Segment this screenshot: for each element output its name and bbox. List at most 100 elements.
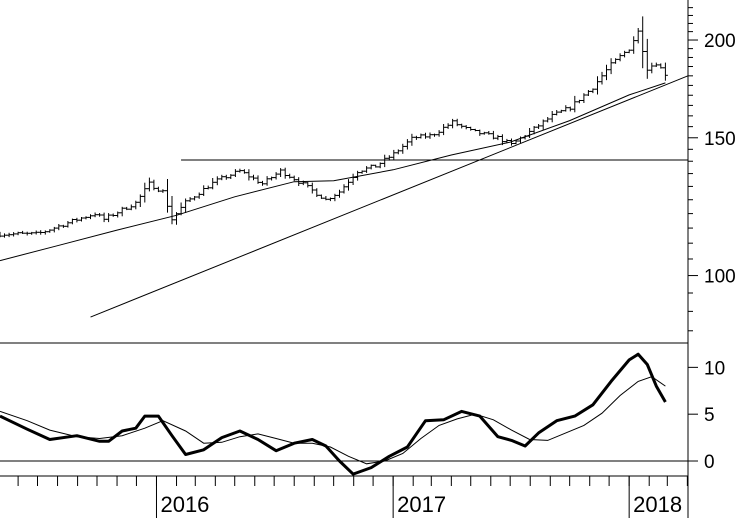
- ohlc-bar: [210, 178, 216, 190]
- ohlc-bar: [418, 133, 424, 139]
- ohlc-bar: [549, 111, 555, 123]
- ohlc-bar: [653, 62, 659, 67]
- ohlc-bar: [92, 212, 98, 218]
- x-year-label: 2018: [633, 492, 682, 517]
- ohlc-bar: [441, 124, 447, 136]
- oscillator-panel: [0, 342, 688, 477]
- ohlc-bar: [291, 175, 297, 182]
- price-y-ticks: 100 150 200: [688, 31, 736, 288]
- ohlc-bar: [128, 204, 134, 211]
- ohlc-bar: [115, 211, 121, 218]
- ohlc-bar: [273, 172, 279, 180]
- ohlc-bar: [495, 134, 501, 141]
- ohlc-bar: [337, 189, 342, 198]
- ohlc-bar: [377, 162, 383, 169]
- ohlc-bar: [599, 71, 605, 85]
- ohlc-bar: [314, 188, 320, 197]
- ohlc-bar: [142, 182, 148, 203]
- ohlc-bar: [165, 179, 170, 213]
- ohlc-bar: [400, 143, 406, 154]
- ohlc-bar: [350, 173, 356, 185]
- oscillator-y-ticks: 0 5 10: [688, 358, 725, 473]
- y-tick-label: 100: [704, 267, 736, 288]
- ohlc-bar: [554, 110, 560, 116]
- ohlc-bar: [146, 177, 152, 192]
- ohlc-bars: [0, 16, 668, 238]
- ohlc-bar: [423, 132, 428, 139]
- ohlc-bar: [255, 175, 261, 184]
- ohlc-bar: [490, 130, 496, 140]
- signal-line: [0, 376, 666, 465]
- ohlc-bar: [590, 88, 596, 94]
- ohlc-bar: [287, 173, 293, 179]
- ohlc-bar: [368, 164, 374, 170]
- ohlc-bar: [29, 231, 35, 235]
- ohlc-bar: [51, 226, 57, 233]
- ohlc-bar: [635, 28, 641, 44]
- ohlc-bar: [649, 62, 655, 74]
- ohlc-bar: [617, 53, 623, 62]
- osc-tick-label: 0: [704, 452, 715, 473]
- ohlc-bar: [83, 216, 89, 220]
- ohlc-bar: [409, 133, 415, 146]
- ohlc-bar: [450, 118, 456, 129]
- ohlc-bar: [305, 182, 311, 188]
- ohlc-bar: [323, 196, 329, 201]
- ohlc-bar: [219, 174, 225, 181]
- x-year-label: 2017: [397, 492, 446, 517]
- ohlc-bar: [373, 164, 379, 168]
- moving-average-line: [0, 82, 666, 262]
- ohlc-bar: [155, 186, 161, 193]
- ohlc-bar: [278, 168, 284, 177]
- ohlc-bar: [622, 50, 628, 58]
- ohlc-bar: [644, 38, 650, 79]
- ohlc-bar: [486, 131, 492, 135]
- ohlc-bar: [174, 212, 179, 225]
- ohlc-bar: [251, 174, 256, 181]
- ohlc-bar: [309, 182, 315, 194]
- ohlc-bar: [119, 206, 125, 217]
- ohlc-bar: [60, 224, 66, 228]
- ohlc-bar: [413, 135, 419, 140]
- ohlc-bar: [527, 128, 533, 138]
- ohlc-bar: [151, 179, 157, 191]
- ohlc-bar: [563, 105, 569, 112]
- ohlc-bar: [65, 221, 71, 228]
- ohlc-bar: [15, 231, 21, 236]
- ohlc-bar: [662, 62, 668, 81]
- ohlc-bar: [468, 126, 474, 131]
- ohlc-bar: [237, 168, 243, 173]
- ohlc-bar: [79, 217, 84, 222]
- ohlc-bar: [341, 184, 347, 194]
- x-axis: 2016 2017 2018: [17, 476, 688, 518]
- price-panel: [0, 16, 689, 318]
- ohlc-bar: [585, 90, 591, 96]
- ohlc-bar: [558, 109, 564, 113]
- ohlc-bar: [106, 213, 112, 223]
- ohlc-bar: [481, 131, 487, 135]
- ohlc-bar: [6, 232, 12, 238]
- ohlc-bar: [540, 119, 546, 130]
- ohlc-bar: [192, 196, 198, 201]
- ohlc-bar: [382, 154, 388, 168]
- ohlc-bar: [260, 180, 265, 186]
- ohlc-bar: [160, 189, 166, 193]
- ohlc-bar: [47, 229, 53, 233]
- ohlc-bar: [241, 169, 247, 174]
- ohlc-bar: [38, 230, 44, 235]
- osc-tick-label: 5: [704, 405, 715, 426]
- ohlc-bar: [576, 99, 582, 104]
- ohlc-bar: [327, 197, 333, 202]
- ohlc-bar: [201, 185, 207, 196]
- ohlc-bar: [124, 206, 130, 211]
- ohlc-bar: [436, 130, 442, 137]
- x-year-labels: 2016 2017 2018: [155, 476, 682, 518]
- ohlc-bar: [33, 230, 39, 235]
- ohlc-bar: [640, 16, 646, 69]
- ohlc-bar: [169, 196, 175, 225]
- y-tick-label: 200: [704, 31, 736, 52]
- ohlc-bar: [69, 218, 75, 225]
- ohlc-bar: [477, 129, 483, 136]
- ohlc-bar: [459, 123, 465, 129]
